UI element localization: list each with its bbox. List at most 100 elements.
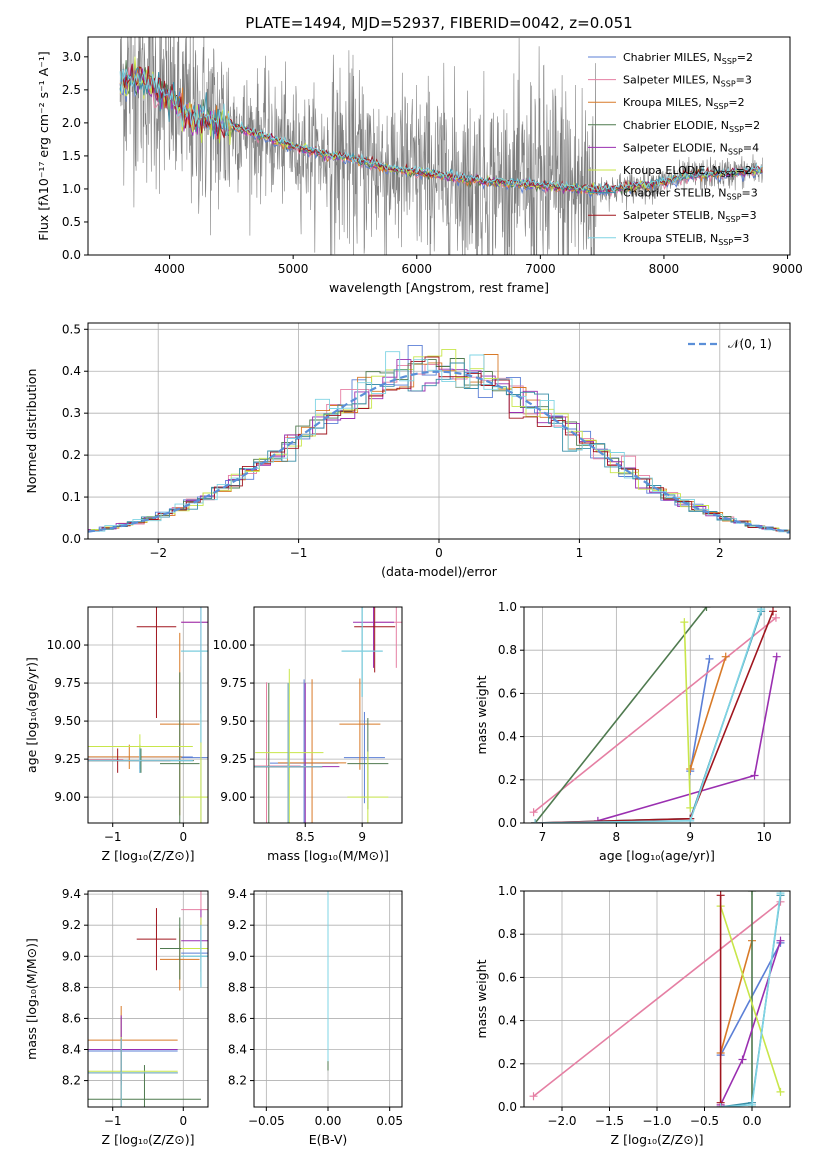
residuals-axes: −2 −1 0 1 2 0.0 0.1 0.2 0.3 0.4 0.5 (data-model)/er… <box>24 322 791 579</box>
legend-entry: Kroupa STELIB, NSSP=3 <box>623 232 749 247</box>
spectrum-xtick-label: 8000 <box>649 262 680 276</box>
residuals-ylabel: Normed distribution <box>24 369 39 494</box>
plus-marker <box>686 803 695 812</box>
age_vs_Z-ytick-label: 9.25 <box>54 752 81 766</box>
spectrum-ytick-label: 3.0 <box>62 50 81 64</box>
residuals-ytick-label: 0.2 <box>62 448 81 462</box>
age_vs_Z-xtick-label: 0 <box>179 830 187 844</box>
age_vs_mass-ytick-label: 9.25 <box>220 752 247 766</box>
plus-marker <box>757 607 766 614</box>
residuals-xtick-label: −2 <box>149 546 167 560</box>
normal-curve <box>88 370 790 533</box>
weight_vs_age-xtick-label: 10 <box>756 830 771 844</box>
weight-age-line <box>689 658 711 772</box>
mass_vs_Z-axes: −1 0 8.2 8.4 8.6 8.8 9.0 9.2 9.4 Z [log₁₀(Z/Z⊙)] m… <box>24 887 209 1147</box>
spectrum-frame <box>87 36 791 256</box>
weight_vs_Z-xtick-label: 0.0 <box>742 1114 761 1128</box>
plus-marker <box>716 891 725 900</box>
residuals-plot-area <box>88 344 790 534</box>
weight_vs_age-ytick-label: 0.2 <box>498 773 517 787</box>
age_vs_mass-ytick-label: 9.75 <box>220 676 247 690</box>
mass_vs_Z-xlabel: Z [log₁₀(Z/Z⊙)] <box>102 1132 195 1147</box>
weight_vs_Z-xtick-label: −0.5 <box>690 1114 719 1128</box>
residuals-legend: 𝒩(0, 1) <box>688 337 772 351</box>
legend-entry: Kroupa ELODIE, NSSP=2 <box>623 164 752 179</box>
legend-entry: Chabrier MILES, NSSP=2 <box>623 51 753 66</box>
age_vs_Z-frame <box>87 606 209 824</box>
weight_vs_age-frame <box>523 606 791 824</box>
mass_vs_Z-ytick-label: 9.4 <box>62 887 81 901</box>
mass_vs_EBV-xtick-label: 0.05 <box>376 1114 403 1128</box>
mass_vs_Z-ytick-label: 8.2 <box>62 1074 81 1088</box>
mass_vs_Z-ylabel: mass [log₁₀(M/M⊙)] <box>24 938 39 1060</box>
weight_vs_Z-ylabel: mass weight <box>474 959 489 1038</box>
mass_vs_Z-ytick-label: 8.6 <box>62 1011 81 1025</box>
plus-marker <box>771 613 780 622</box>
figure-title: PLATE=1494, MJD=52937, FIBERID=0042, z=0… <box>245 14 632 32</box>
age_vs_mass-axes: 8.5 9 9.00 9.25 9.50 9.75 10.00 mass [log₁₀(M/M… <box>213 606 403 863</box>
weight-age-line <box>534 607 708 823</box>
mass_vs_Z-ytick-label: 9.0 <box>62 949 81 963</box>
mass_vs_EBV-ytick-label: 9.4 <box>228 887 247 901</box>
age_vs_Z-ytick-label: 9.00 <box>54 790 81 804</box>
age_vs_mass-ytick-label: 9.00 <box>220 790 247 804</box>
plus-marker <box>686 765 695 773</box>
plus-marker <box>769 607 778 616</box>
age_vs_mass-plot-area <box>254 607 402 823</box>
plus-marker <box>776 936 785 945</box>
residuals-ytick-label: 0.3 <box>62 406 81 420</box>
weight_vs_age-plot-area <box>529 607 781 823</box>
weight_vs_Z-ytick-label: 0.4 <box>498 1014 517 1028</box>
weight_vs_Z-xtick-label: −2.0 <box>547 1114 576 1128</box>
weight_vs_Z-panel: −2.0 −1.5 −1.0 −0.5 0.0 0.0 0.2 0.4 0.6 0.8 1.0 Z [… <box>474 884 791 1147</box>
weight_vs_Z-ytick-label: 0.8 <box>498 927 517 941</box>
weight_vs_Z-plot-area <box>529 891 785 1107</box>
spectrum-ytick-label: 1.5 <box>62 149 81 163</box>
spectrum-xtick-label: 4000 <box>154 262 185 276</box>
plus-marker <box>772 652 781 661</box>
age_vs_mass-ytick-label: 9.50 <box>220 714 247 728</box>
plus-marker <box>716 1103 725 1107</box>
age_vs_mass-ytick-label: 10.00 <box>213 638 247 652</box>
spectrum-xtick-label: 6000 <box>401 262 432 276</box>
residuals-ytick-label: 0.1 <box>62 490 81 504</box>
spectrum-plot-area <box>119 37 763 255</box>
plus-marker <box>750 771 759 780</box>
spectrum-xtick-label: 5000 <box>278 262 309 276</box>
weight_vs_age-xlabel: age [log₁₀(age/yr)] <box>599 848 715 863</box>
weight_vs_age-ytick-label: 1.0 <box>498 600 517 614</box>
mass_vs_EBV-ytick-label: 9.2 <box>228 918 247 932</box>
weight_vs_Z-ytick-label: 1.0 <box>498 884 517 898</box>
residual-histogram <box>88 344 790 534</box>
weight-Z-line <box>533 901 781 1097</box>
weight_vs_age-xtick-label: 7 <box>539 830 547 844</box>
residuals-ytick-label: 0.4 <box>62 364 81 378</box>
weight-Z-line <box>719 940 753 1054</box>
spectrum-ytick-label: 1.0 <box>62 182 81 196</box>
age_vs_Z-axes: −1 0 9.00 9.25 9.50 9.75 10.00 Z [log₁₀(Z/Z⊙)] a… <box>24 606 209 863</box>
weight_vs_age-xtick-label: 8 <box>613 830 621 844</box>
weight_vs_age-ylabel: mass weight <box>474 675 489 754</box>
weight-Z-line <box>719 905 782 1093</box>
weight-age-line <box>533 617 777 813</box>
age_vs_Z-ytick-label: 9.75 <box>54 676 81 690</box>
legend-entry: Salpeter ELODIE, NSSP=4 <box>623 141 759 156</box>
plus-marker <box>738 1055 747 1064</box>
age_vs_Z-xtick-label: −1 <box>104 830 122 844</box>
mass_vs_Z-plot-area <box>88 891 208 1107</box>
legend-entry: Chabrier STELIB, NSSP=3 <box>623 187 758 202</box>
spectrum-panel: 4000 5000 6000 7000 8000 9000 0.0 0.5 1.0 1.5 2.0 2… <box>36 36 803 295</box>
mass_vs_Z-grid <box>88 891 208 1107</box>
plus-marker <box>705 654 714 663</box>
plus-marker <box>680 618 689 627</box>
residuals-xlabel: (data-model)/error <box>381 564 498 579</box>
mass_vs_EBV-xlabel: E(B-V) <box>309 1132 348 1147</box>
residuals-xtick-label: 1 <box>576 546 584 560</box>
plus-marker <box>748 891 756 895</box>
age_vs_mass-xlabel: mass [log₁₀(M/M⊙)] <box>267 848 389 863</box>
weight-age-line <box>535 611 762 823</box>
plus-marker <box>776 891 785 898</box>
residuals-xtick-label: 0 <box>435 546 443 560</box>
weight-age-line <box>535 611 774 823</box>
spectrum-xtick-label: 9000 <box>772 262 803 276</box>
